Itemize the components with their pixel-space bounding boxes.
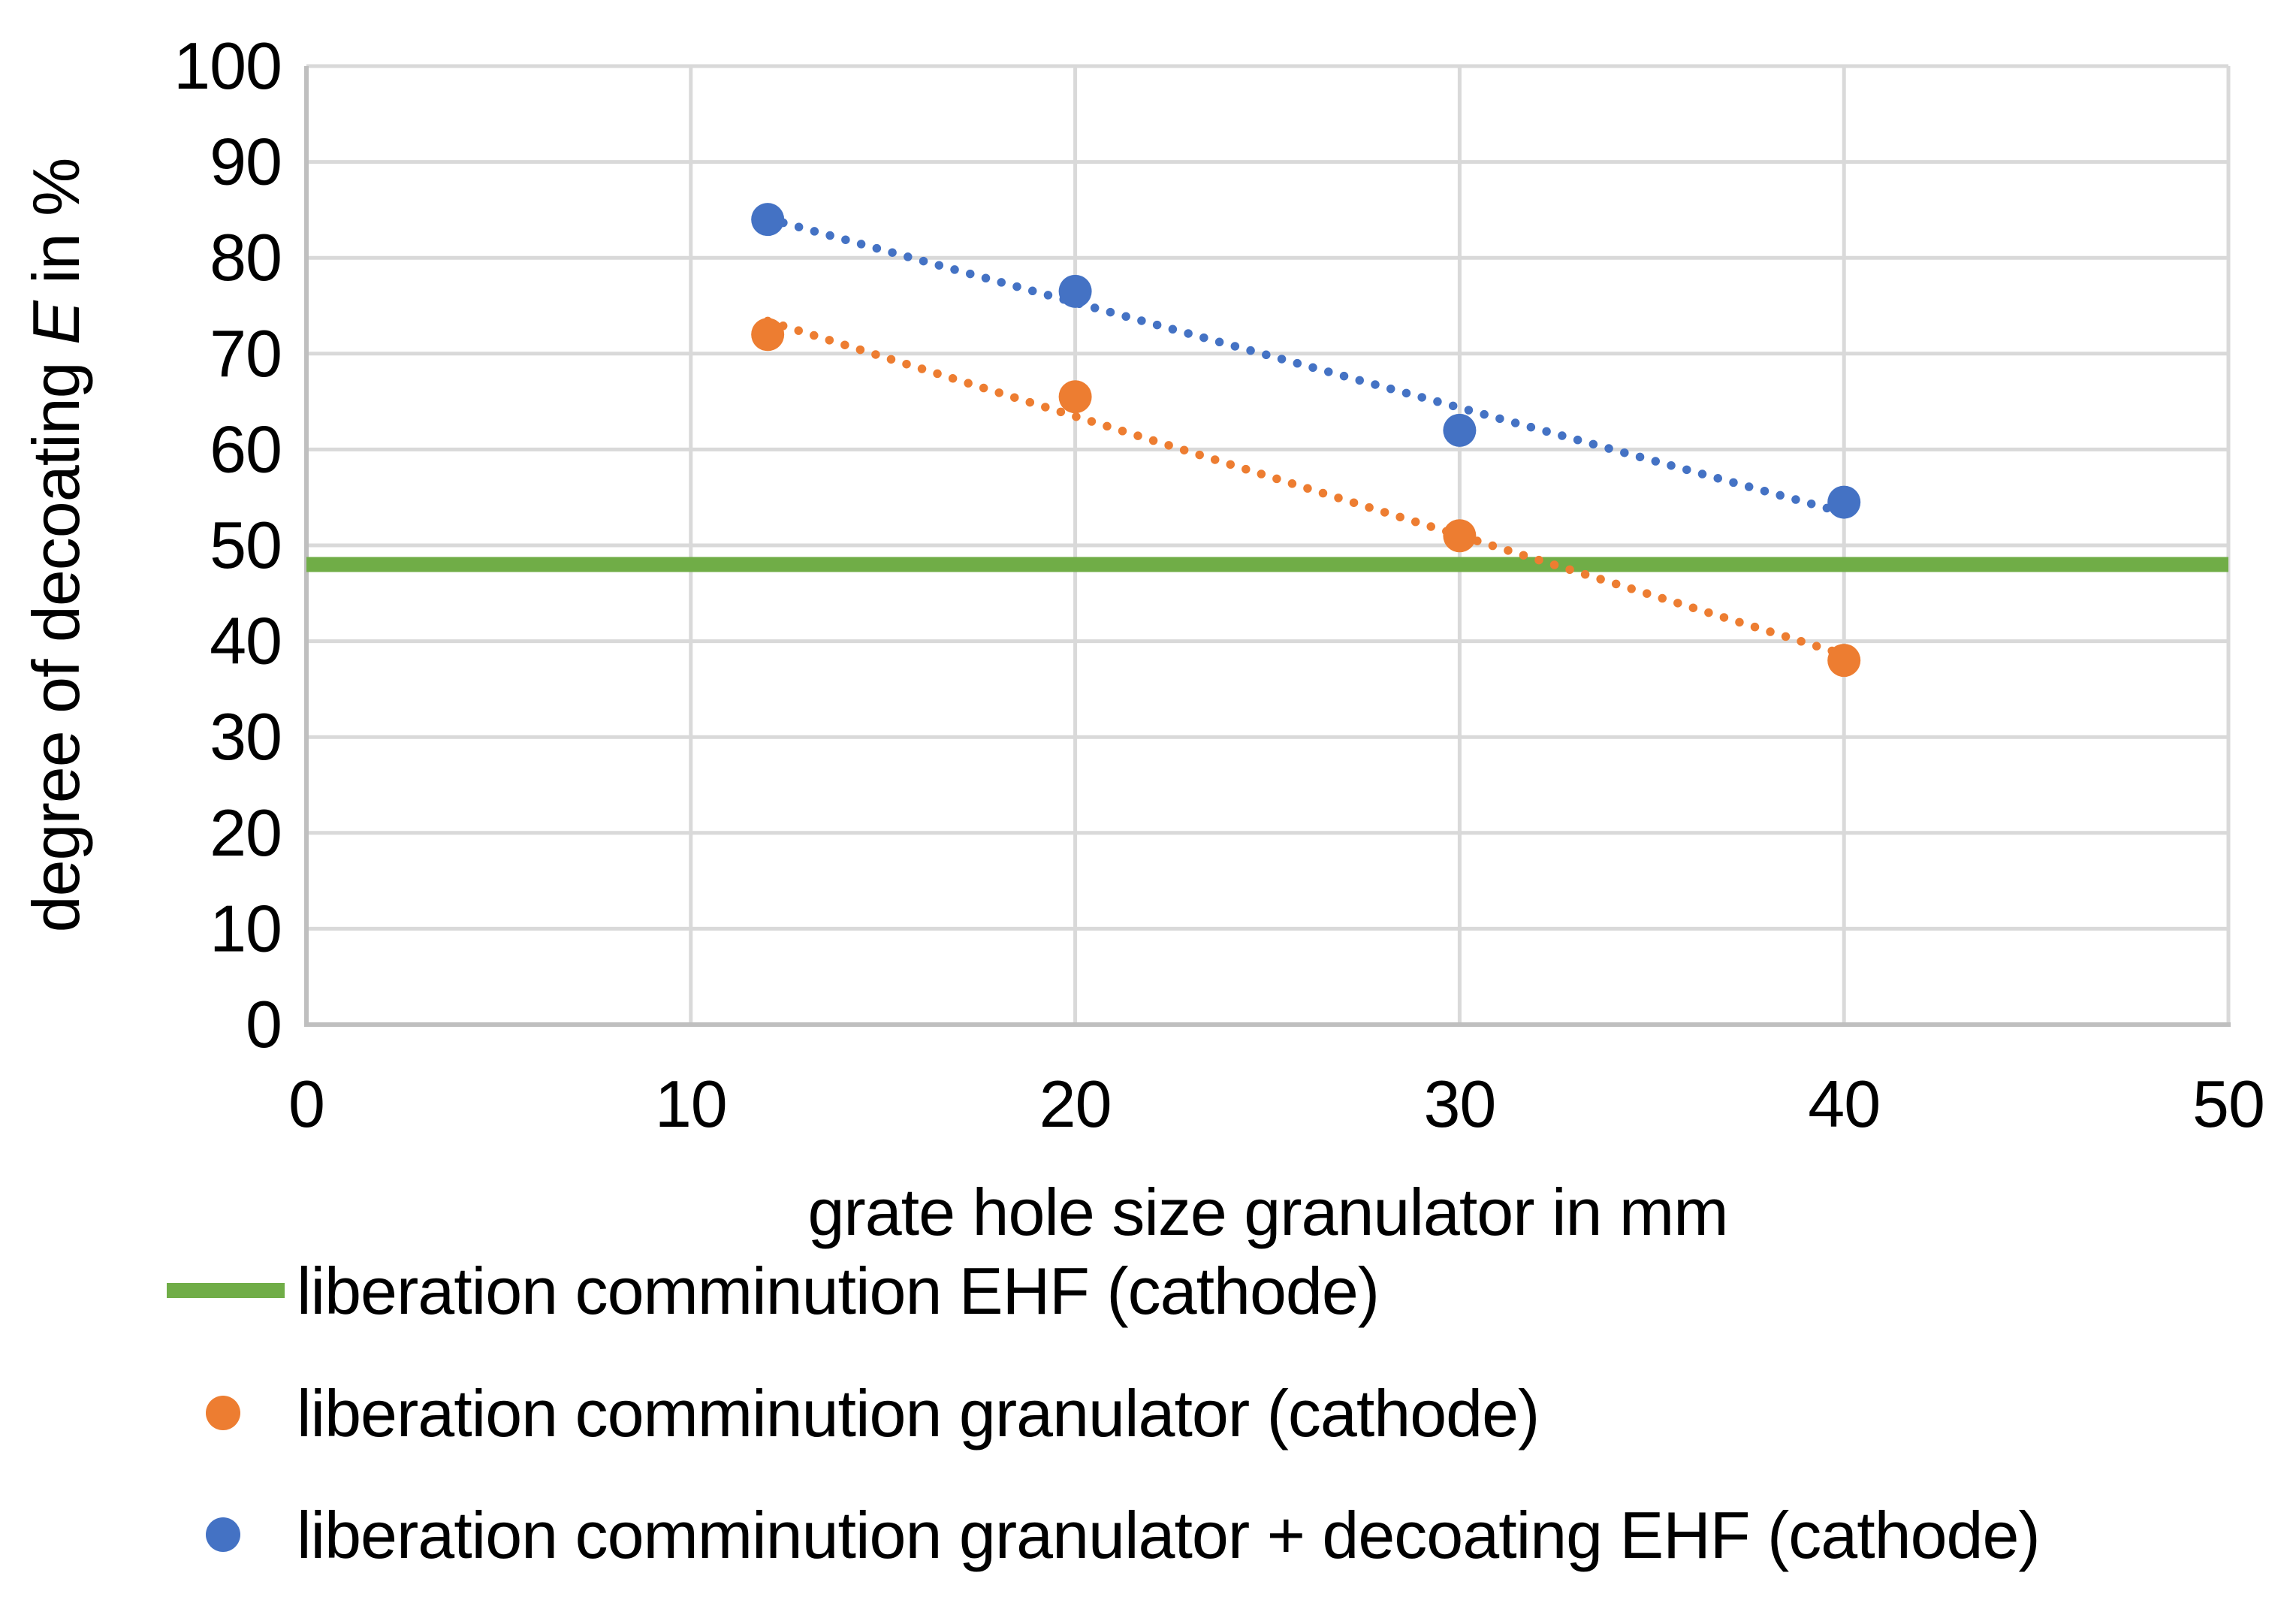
legend-dot-swatch bbox=[206, 1396, 240, 1430]
x-tick-label: 20 bbox=[1039, 1067, 1112, 1141]
legend-item-granulator: liberation comminution granulator (catho… bbox=[206, 1376, 1540, 1450]
legend-label: liberation comminution EHF (cathode) bbox=[297, 1254, 1379, 1328]
y-tick-label: 80 bbox=[210, 220, 282, 294]
y-axis-title-emphasis: E bbox=[19, 300, 93, 345]
y-tick-label: 90 bbox=[210, 125, 282, 199]
data-point-series-1 bbox=[1827, 485, 1861, 519]
data-point-series-0 bbox=[1827, 644, 1861, 678]
y-tick-label: 20 bbox=[210, 795, 282, 870]
x-tick-label: 30 bbox=[1423, 1067, 1495, 1141]
y-tick-label: 50 bbox=[210, 508, 282, 582]
data-point-series-0 bbox=[1443, 519, 1477, 553]
y-axis-title-prefix: degree of decoating bbox=[19, 345, 93, 932]
y-tick-label: 60 bbox=[210, 412, 282, 486]
y-tick-label: 100 bbox=[173, 29, 282, 103]
legend-label: liberation comminution granulator + deco… bbox=[297, 1498, 2040, 1572]
x-tick-label: 50 bbox=[2192, 1067, 2264, 1141]
x-tick-label: 10 bbox=[655, 1067, 727, 1141]
legend-item-granulator-decoating: liberation comminution granulator + deco… bbox=[206, 1498, 2041, 1572]
y-tick-label: 40 bbox=[210, 604, 282, 678]
y-axis-title-suffix: in % bbox=[19, 158, 93, 284]
legend: liberation comminution EHF (cathode) lib… bbox=[167, 1254, 2041, 1572]
data-point-series-0 bbox=[751, 318, 785, 352]
x-tick-label: 40 bbox=[1808, 1067, 1880, 1141]
y-tick-label: 70 bbox=[210, 316, 282, 391]
legend-item-reference-line: liberation comminution EHF (cathode) bbox=[167, 1254, 1380, 1328]
legend-label: liberation comminution granulator (catho… bbox=[297, 1376, 1539, 1450]
data-point-series-1 bbox=[751, 203, 785, 237]
data-point-series-1 bbox=[1443, 413, 1477, 447]
trendline-series-1 bbox=[763, 214, 1848, 518]
x-axis-title: grate hole size granulator in mm bbox=[807, 1175, 1727, 1249]
legend-dot-swatch bbox=[206, 1517, 240, 1552]
y-tick-label: 30 bbox=[210, 699, 282, 774]
y-tick-label: 10 bbox=[210, 891, 282, 965]
y-axis-title: degree of decoating E in % bbox=[19, 158, 93, 933]
data-point-series-1 bbox=[1058, 274, 1092, 308]
data-point-series-0 bbox=[1058, 380, 1092, 414]
plot-area: 0 10 20 30 40 50 60 70 80 90 100 0 10 20 30 40 50 bbox=[173, 29, 2265, 1141]
trendline-series-0 bbox=[763, 316, 1848, 660]
y-tick-label: 0 bbox=[246, 987, 282, 1061]
x-tick-label: 0 bbox=[288, 1067, 324, 1141]
